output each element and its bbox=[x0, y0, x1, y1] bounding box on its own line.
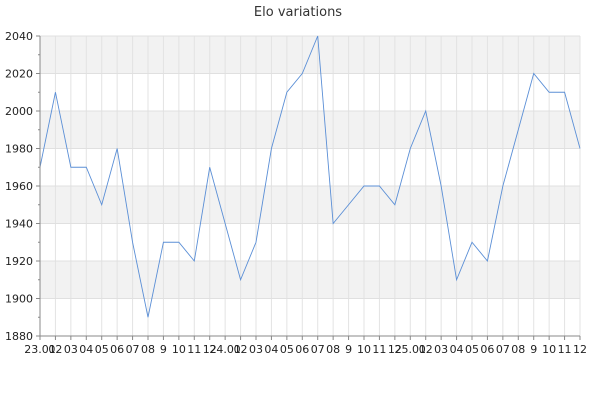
x-tick-label: 10 bbox=[172, 343, 186, 356]
x-tick-label: 02 bbox=[48, 343, 62, 356]
y-tick-label: 1980 bbox=[5, 143, 33, 156]
x-tick-label: 08 bbox=[141, 343, 155, 356]
x-tick-label: 11 bbox=[558, 343, 572, 356]
y-tick-label: 2000 bbox=[5, 105, 33, 118]
x-tick-label: 12 bbox=[203, 343, 217, 356]
x-tick-label: 03 bbox=[434, 343, 448, 356]
x-tick-label: 12 bbox=[573, 343, 587, 356]
x-tick-label: 25.01 bbox=[395, 343, 427, 356]
x-tick-label: 04 bbox=[264, 343, 278, 356]
x-tick-label: 9 bbox=[530, 343, 537, 356]
x-tick-label: 03 bbox=[64, 343, 78, 356]
x-tick-label: 10 bbox=[542, 343, 556, 356]
y-tick-label: 1940 bbox=[5, 218, 33, 231]
x-tick-label: 10 bbox=[357, 343, 371, 356]
x-tick-label: 02 bbox=[234, 343, 248, 356]
x-tick-label: 07 bbox=[311, 343, 325, 356]
x-tick-label: 06 bbox=[110, 343, 124, 356]
x-tick-label: 24.01 bbox=[209, 343, 241, 356]
y-axis-ticks: 1880 1900 1920 1940 1960 1980 2000 2020 2040 bbox=[5, 30, 40, 343]
x-tick-label: 03 bbox=[249, 343, 263, 356]
y-tick-label: 2040 bbox=[5, 30, 33, 43]
x-tick-label: 04 bbox=[79, 343, 93, 356]
y-tick-label: 1880 bbox=[5, 330, 33, 343]
y-tick-label: 1900 bbox=[5, 293, 33, 306]
chart-title: Elo variations bbox=[254, 5, 342, 20]
x-tick-label: 05 bbox=[280, 343, 294, 356]
background-bands bbox=[40, 36, 580, 299]
background-band bbox=[40, 186, 580, 224]
series-line bbox=[39, 35, 581, 318]
x-tick-label: 07 bbox=[496, 343, 510, 356]
x-tick-label: 05 bbox=[465, 343, 479, 356]
x-tick-label: 06 bbox=[295, 343, 309, 356]
x-tick-label: 05 bbox=[95, 343, 109, 356]
x-tick-label: 11 bbox=[372, 343, 386, 356]
y-tick-label: 1960 bbox=[5, 180, 33, 193]
x-tick-label: 11 bbox=[187, 343, 201, 356]
x-tick-label: 08 bbox=[511, 343, 525, 356]
x-tick-label: 04 bbox=[450, 343, 464, 356]
x-tick-label: 9 bbox=[345, 343, 352, 356]
x-tick-label: 9 bbox=[160, 343, 167, 356]
x-tick-label: 02 bbox=[419, 343, 433, 356]
x-tick-label: 08 bbox=[326, 343, 340, 356]
background-band bbox=[40, 111, 580, 149]
background-band bbox=[40, 261, 580, 299]
horizontal-gridlines bbox=[40, 35, 580, 337]
series-layer bbox=[39, 35, 581, 318]
x-tick-label: 23.01 bbox=[24, 343, 56, 356]
y-tick-label: 1920 bbox=[5, 255, 33, 268]
x-tick-label: 12 bbox=[388, 343, 402, 356]
x-tick-label: 06 bbox=[480, 343, 494, 356]
x-tick-label: 07 bbox=[126, 343, 140, 356]
y-tick-label: 2020 bbox=[5, 68, 33, 81]
